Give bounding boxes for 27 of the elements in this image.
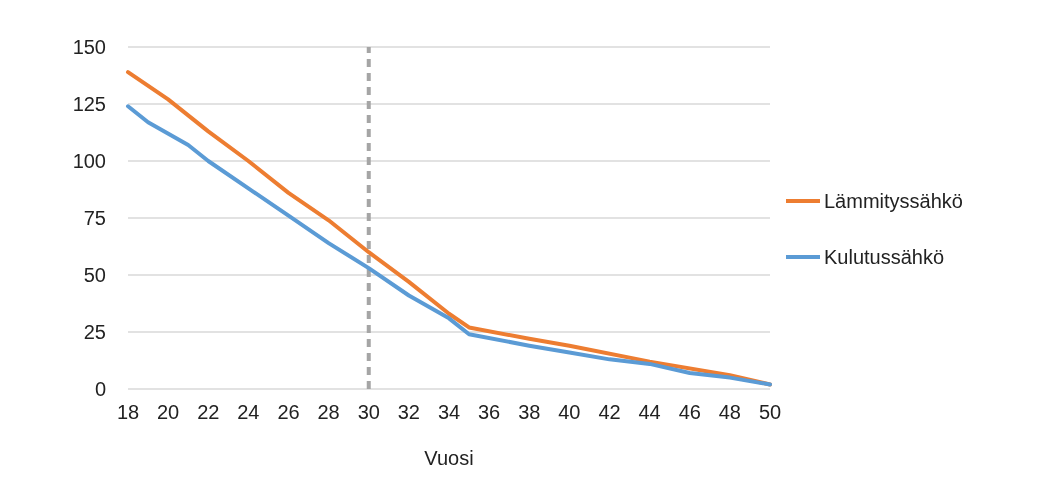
y-tick-label: 50: [83, 264, 106, 286]
x-tick-label: 46: [678, 401, 701, 423]
x-tick-label: 20: [157, 401, 180, 423]
x-tick-label: 18: [116, 401, 140, 423]
x-tick-label: 36: [478, 401, 501, 423]
x-tick-label: 26: [277, 401, 300, 423]
y-tick-label: 125: [72, 93, 106, 115]
y-tick-label: 150: [72, 36, 106, 58]
y-tick-label: 75: [83, 207, 106, 229]
x-tick-label: 42: [598, 401, 621, 423]
y-tick-label: 25: [83, 321, 106, 343]
x-tick-label: 44: [638, 401, 661, 423]
x-tick-label: 48: [718, 401, 741, 423]
y-tick-label: 0: [94, 378, 106, 400]
x-tick-label: 38: [518, 401, 541, 423]
x-tick-label: 30: [357, 401, 380, 423]
y-tick-label: 100: [72, 150, 106, 172]
x-tick-label: 28: [317, 401, 340, 423]
x-tick-label: 22: [197, 401, 220, 423]
legend-label: Kulutussähkö: [824, 246, 945, 268]
x-tick-label: 40: [558, 401, 581, 423]
x-tick-label: 24: [237, 401, 260, 423]
x-tick-label: 34: [437, 401, 461, 423]
x-axis-title: Vuosi: [424, 447, 474, 469]
x-tick-label: 32: [397, 401, 420, 423]
x-tick-label: 50: [758, 401, 782, 423]
legend-label: Lämmityssähkö: [824, 190, 963, 212]
